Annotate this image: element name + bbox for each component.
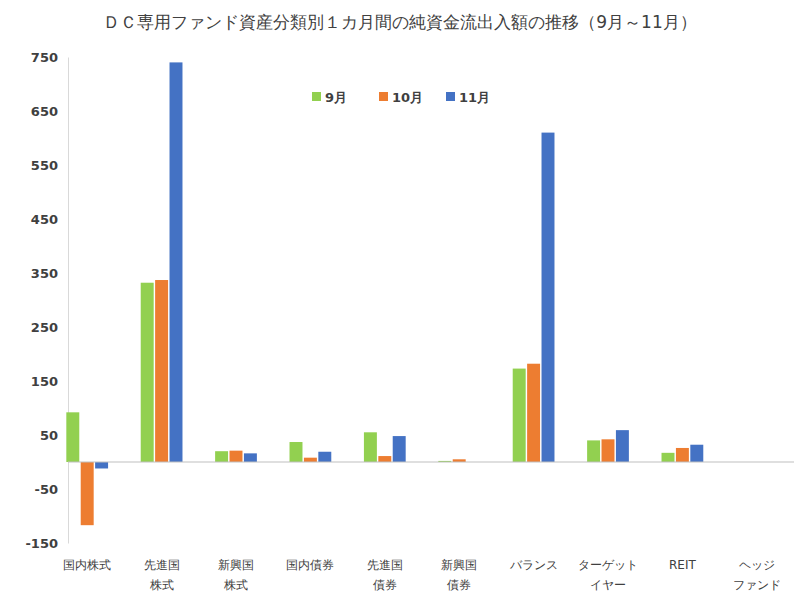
x-tick-label-line: REIT (669, 558, 696, 572)
x-tick-label-line: ファンド (733, 578, 781, 592)
x-tick-label-line: 国内債券 (286, 558, 334, 572)
bar (690, 445, 703, 462)
y-axis-line (68, 58, 69, 544)
legend-swatch (379, 92, 388, 101)
x-tick: 国内株式 (63, 555, 111, 572)
x-tick: ターゲットイヤー (578, 555, 638, 592)
x-tick: 新興国株式 (218, 555, 254, 592)
y-tick-label: 450 (31, 212, 58, 227)
y-tick-label: -150 (25, 536, 58, 551)
x-tick: 先進国債券 (367, 555, 403, 592)
y-tick: 350 (31, 266, 68, 281)
y-tick-label: -50 (35, 482, 59, 497)
bar (527, 364, 540, 462)
bar (393, 436, 406, 462)
x-tick-label-line: バランス (509, 558, 558, 572)
bar (318, 452, 331, 462)
bar (364, 432, 377, 462)
x-tick-label: 国内債券 (286, 558, 334, 572)
x-tick-label-line: 先進国 (144, 558, 180, 572)
x-tick-label-line: 株式 (149, 578, 174, 592)
legend-item: 9月 (312, 90, 347, 105)
bar (290, 442, 303, 462)
x-tick-label: ヘッジファンド (733, 558, 781, 592)
bar (81, 462, 94, 525)
x-tick-label: ターゲットイヤー (578, 558, 638, 592)
legend-swatch (446, 92, 455, 101)
y-tick-label: 550 (31, 158, 58, 173)
y-axis: -150 -50 50 150 250 350 450 550 650 750 (25, 50, 68, 551)
x-tick-label-line: ターゲット (578, 558, 638, 572)
y-tick-label: 650 (31, 104, 58, 119)
x-axis: 国内株式先進国株式新興国株式国内債券先進国債券新興国債券バランスターゲットイヤー… (63, 555, 781, 592)
bar (513, 369, 526, 462)
bar (602, 439, 615, 462)
y-tick: 50 (40, 428, 68, 443)
y-tick-label: 50 (40, 428, 58, 443)
x-tick: バランス (509, 555, 558, 572)
y-tick-label: 250 (31, 320, 58, 335)
bars (66, 62, 703, 525)
y-tick: 750 (31, 50, 68, 65)
bar (95, 462, 108, 468)
x-tick-label-line: 新興国 (441, 558, 477, 572)
legend: 9月 10月 11月 (290, 83, 515, 111)
x-tick-label-line: 株式 (223, 578, 248, 592)
bar (616, 430, 629, 462)
bar (587, 440, 600, 462)
x-tick-label-line: 債券 (373, 578, 397, 592)
x-tick-label-line: 新興国 (218, 558, 254, 572)
x-tick-label: 先進国債券 (367, 558, 403, 592)
x-tick-label: 先進国株式 (144, 558, 180, 592)
x-tick-label: バランス (509, 558, 558, 572)
bar (244, 453, 257, 462)
y-tick: -50 (35, 482, 69, 497)
x-tick-label-line: 債券 (447, 578, 471, 592)
x-tick-label: 新興国債券 (441, 558, 477, 592)
bar (378, 456, 391, 462)
x-tick-label-line: 国内株式 (63, 558, 111, 572)
bar (542, 133, 555, 462)
y-tick: 450 (31, 212, 68, 227)
bar (662, 453, 675, 462)
x-tick: ヘッジファンド (733, 555, 781, 592)
zero-line (68, 462, 794, 463)
x-tick-label-line: イヤー (590, 578, 626, 592)
bar (66, 412, 79, 462)
x-tick: REIT (669, 555, 696, 572)
legend-label: 11月 (459, 90, 490, 105)
chart: ＤＣ専用ファンド資産分類別１カ月間の純資金流出入額の推移（9月～11月） -150… (0, 0, 800, 606)
x-tick-label-line: ヘッジ (739, 558, 775, 572)
legend-item: 10月 (379, 90, 423, 105)
bar (155, 280, 168, 462)
bar (676, 448, 689, 462)
y-tick-label: 750 (31, 50, 58, 65)
x-tick: 新興国債券 (441, 555, 477, 592)
legend-swatch (312, 92, 321, 101)
x-tick-label: 国内株式 (63, 558, 111, 572)
x-tick-label-line: 先進国 (367, 558, 403, 572)
bar (215, 451, 228, 462)
x-tick-label: 新興国株式 (218, 558, 254, 592)
legend-box (290, 83, 515, 111)
bar (141, 283, 154, 462)
y-tick: -150 (25, 536, 68, 551)
bar (304, 458, 317, 462)
bar-series (95, 62, 703, 468)
bar (230, 451, 243, 462)
x-tick-label: REIT (669, 558, 696, 572)
legend-label: 10月 (392, 90, 423, 105)
chart-title: ＤＣ専用ファンド資産分類別１カ月間の純資金流出入額の推移（9月～11月） (103, 12, 696, 32)
x-tick: 先進国株式 (144, 555, 180, 592)
x-tick: 国内債券 (286, 555, 334, 572)
y-tick: 150 (31, 374, 68, 389)
y-tick: 650 (31, 104, 68, 119)
legend-label: 9月 (325, 90, 347, 105)
y-tick: 250 (31, 320, 68, 335)
y-tick-label: 350 (31, 266, 58, 281)
y-tick: 550 (31, 158, 68, 173)
y-tick-label: 150 (31, 374, 58, 389)
bar (170, 62, 183, 462)
legend-item: 11月 (446, 90, 490, 105)
